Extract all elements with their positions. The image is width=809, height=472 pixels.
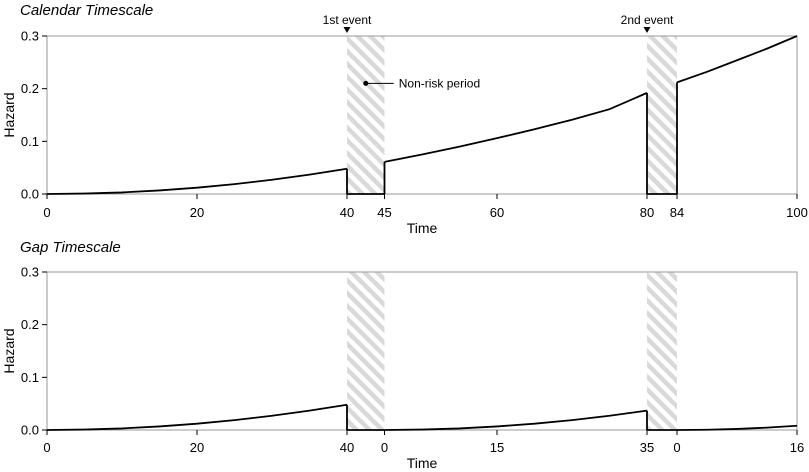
x-axis-label: Time xyxy=(407,455,438,471)
nonrisk-band xyxy=(347,272,385,430)
hazard-line-segment xyxy=(384,92,648,163)
chart-title: Calendar Timescale xyxy=(20,2,153,19)
y-tick-label: 0.3 xyxy=(21,265,39,280)
nonrisk-band xyxy=(647,36,677,194)
y-tick-label: 0.3 xyxy=(21,29,39,44)
event-marker xyxy=(343,27,351,33)
nonrisk-band xyxy=(347,36,385,194)
x-tick-label: 20 xyxy=(190,205,204,220)
hazard-line-segment xyxy=(384,409,648,431)
annotation-label: Non-risk period xyxy=(399,76,480,90)
y-tick-label: 0.2 xyxy=(21,81,39,96)
y-tick-label: 0.0 xyxy=(21,423,39,438)
x-tick-label: 100 xyxy=(786,205,808,220)
y-tick-label: 0.2 xyxy=(21,317,39,332)
hazard-line-segment xyxy=(46,403,348,431)
event-marker xyxy=(643,27,651,33)
x-tick-label: 80 xyxy=(640,205,654,220)
x-tick-label: 60 xyxy=(490,205,504,220)
chart-panel-2: Gap Timescale 0.0 0.1 0.2 0.3 0 20 40 0 15 35 0 16 Ti… xyxy=(1,239,804,471)
x-tick-label: 40 xyxy=(340,205,354,220)
x-tick-label: 15 xyxy=(490,440,504,455)
y-tick-label: 0.1 xyxy=(21,134,39,149)
x-tick-label: 40 xyxy=(340,440,354,455)
x-tick-label: 45 xyxy=(377,205,391,220)
x-tick-label: 20 xyxy=(190,440,204,455)
x-tick-label: 16 xyxy=(790,440,804,455)
x-tick-label: 84 xyxy=(670,205,684,220)
x-tick-label: 0 xyxy=(673,440,680,455)
x-tick-label: 0 xyxy=(43,440,50,455)
hazard-line-segment xyxy=(676,35,798,84)
y-axis-label: Hazard xyxy=(1,328,17,373)
chart-title: Gap Timescale xyxy=(20,239,121,256)
x-tick-label: 35 xyxy=(640,440,654,455)
x-axis-label: Time xyxy=(407,220,438,236)
event-label: 1st event xyxy=(323,13,372,27)
nonrisk-band xyxy=(647,272,677,430)
x-tick-label: 0 xyxy=(43,205,50,220)
plot-frame xyxy=(46,271,798,431)
plot-frame xyxy=(46,35,798,195)
y-axis-label: Hazard xyxy=(1,92,17,137)
event-label: 2nd event xyxy=(621,13,674,27)
x-tick-label: 0 xyxy=(381,440,388,455)
y-tick-label: 0.1 xyxy=(21,370,39,385)
chart-panel-1: Calendar Timescale 0.0 0.1 0.2 0.3 0 20 40 45 60 8… xyxy=(1,2,808,236)
y-tick-label: 0.0 xyxy=(21,187,39,202)
hazard-line-segment xyxy=(676,424,798,431)
hazard-line-segment xyxy=(46,167,348,195)
